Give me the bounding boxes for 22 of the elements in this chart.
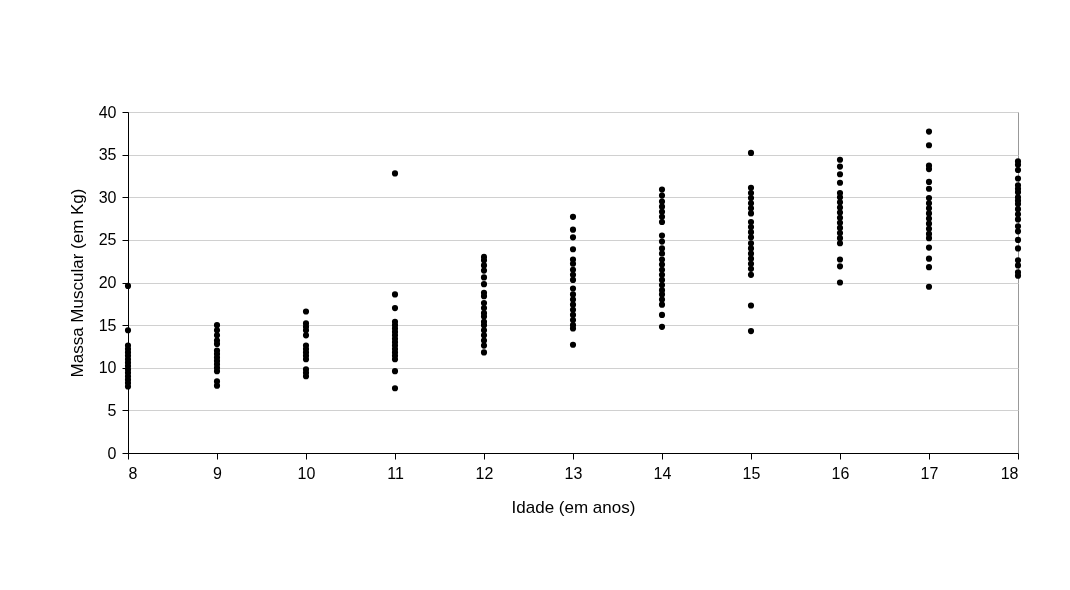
x-tick-label: 16	[831, 464, 850, 482]
y-tick-label: 25	[98, 231, 117, 249]
y-tick-label: 20	[98, 274, 117, 291]
y-tick-label: 0	[107, 444, 117, 462]
y-tick-label: 15	[98, 316, 117, 334]
x-tick-label: 17	[920, 464, 939, 482]
x-tick-label: 13	[564, 464, 583, 482]
y-tick-label: 5	[107, 401, 117, 419]
y-tick-label: 35	[98, 146, 117, 164]
x-tick-label: 10	[297, 464, 316, 482]
y-axis-title: Massa Muscular (em Kg)	[67, 188, 87, 378]
x-tick-label: 18	[1000, 464, 1019, 482]
y-tick-label: 10	[98, 359, 117, 377]
y-tick-label: 40	[98, 103, 117, 121]
x-tick-label: 12	[475, 464, 494, 482]
y-tick-label: 30	[98, 188, 117, 206]
x-axis-title: Idade (em anos)	[511, 497, 636, 517]
x-tick-label: 15	[742, 464, 761, 482]
x-tick-label: 14	[653, 464, 672, 482]
x-tick-label: 11	[387, 464, 404, 482]
x-tick-label: 9	[213, 464, 223, 482]
x-tick-label: 8	[128, 464, 138, 482]
